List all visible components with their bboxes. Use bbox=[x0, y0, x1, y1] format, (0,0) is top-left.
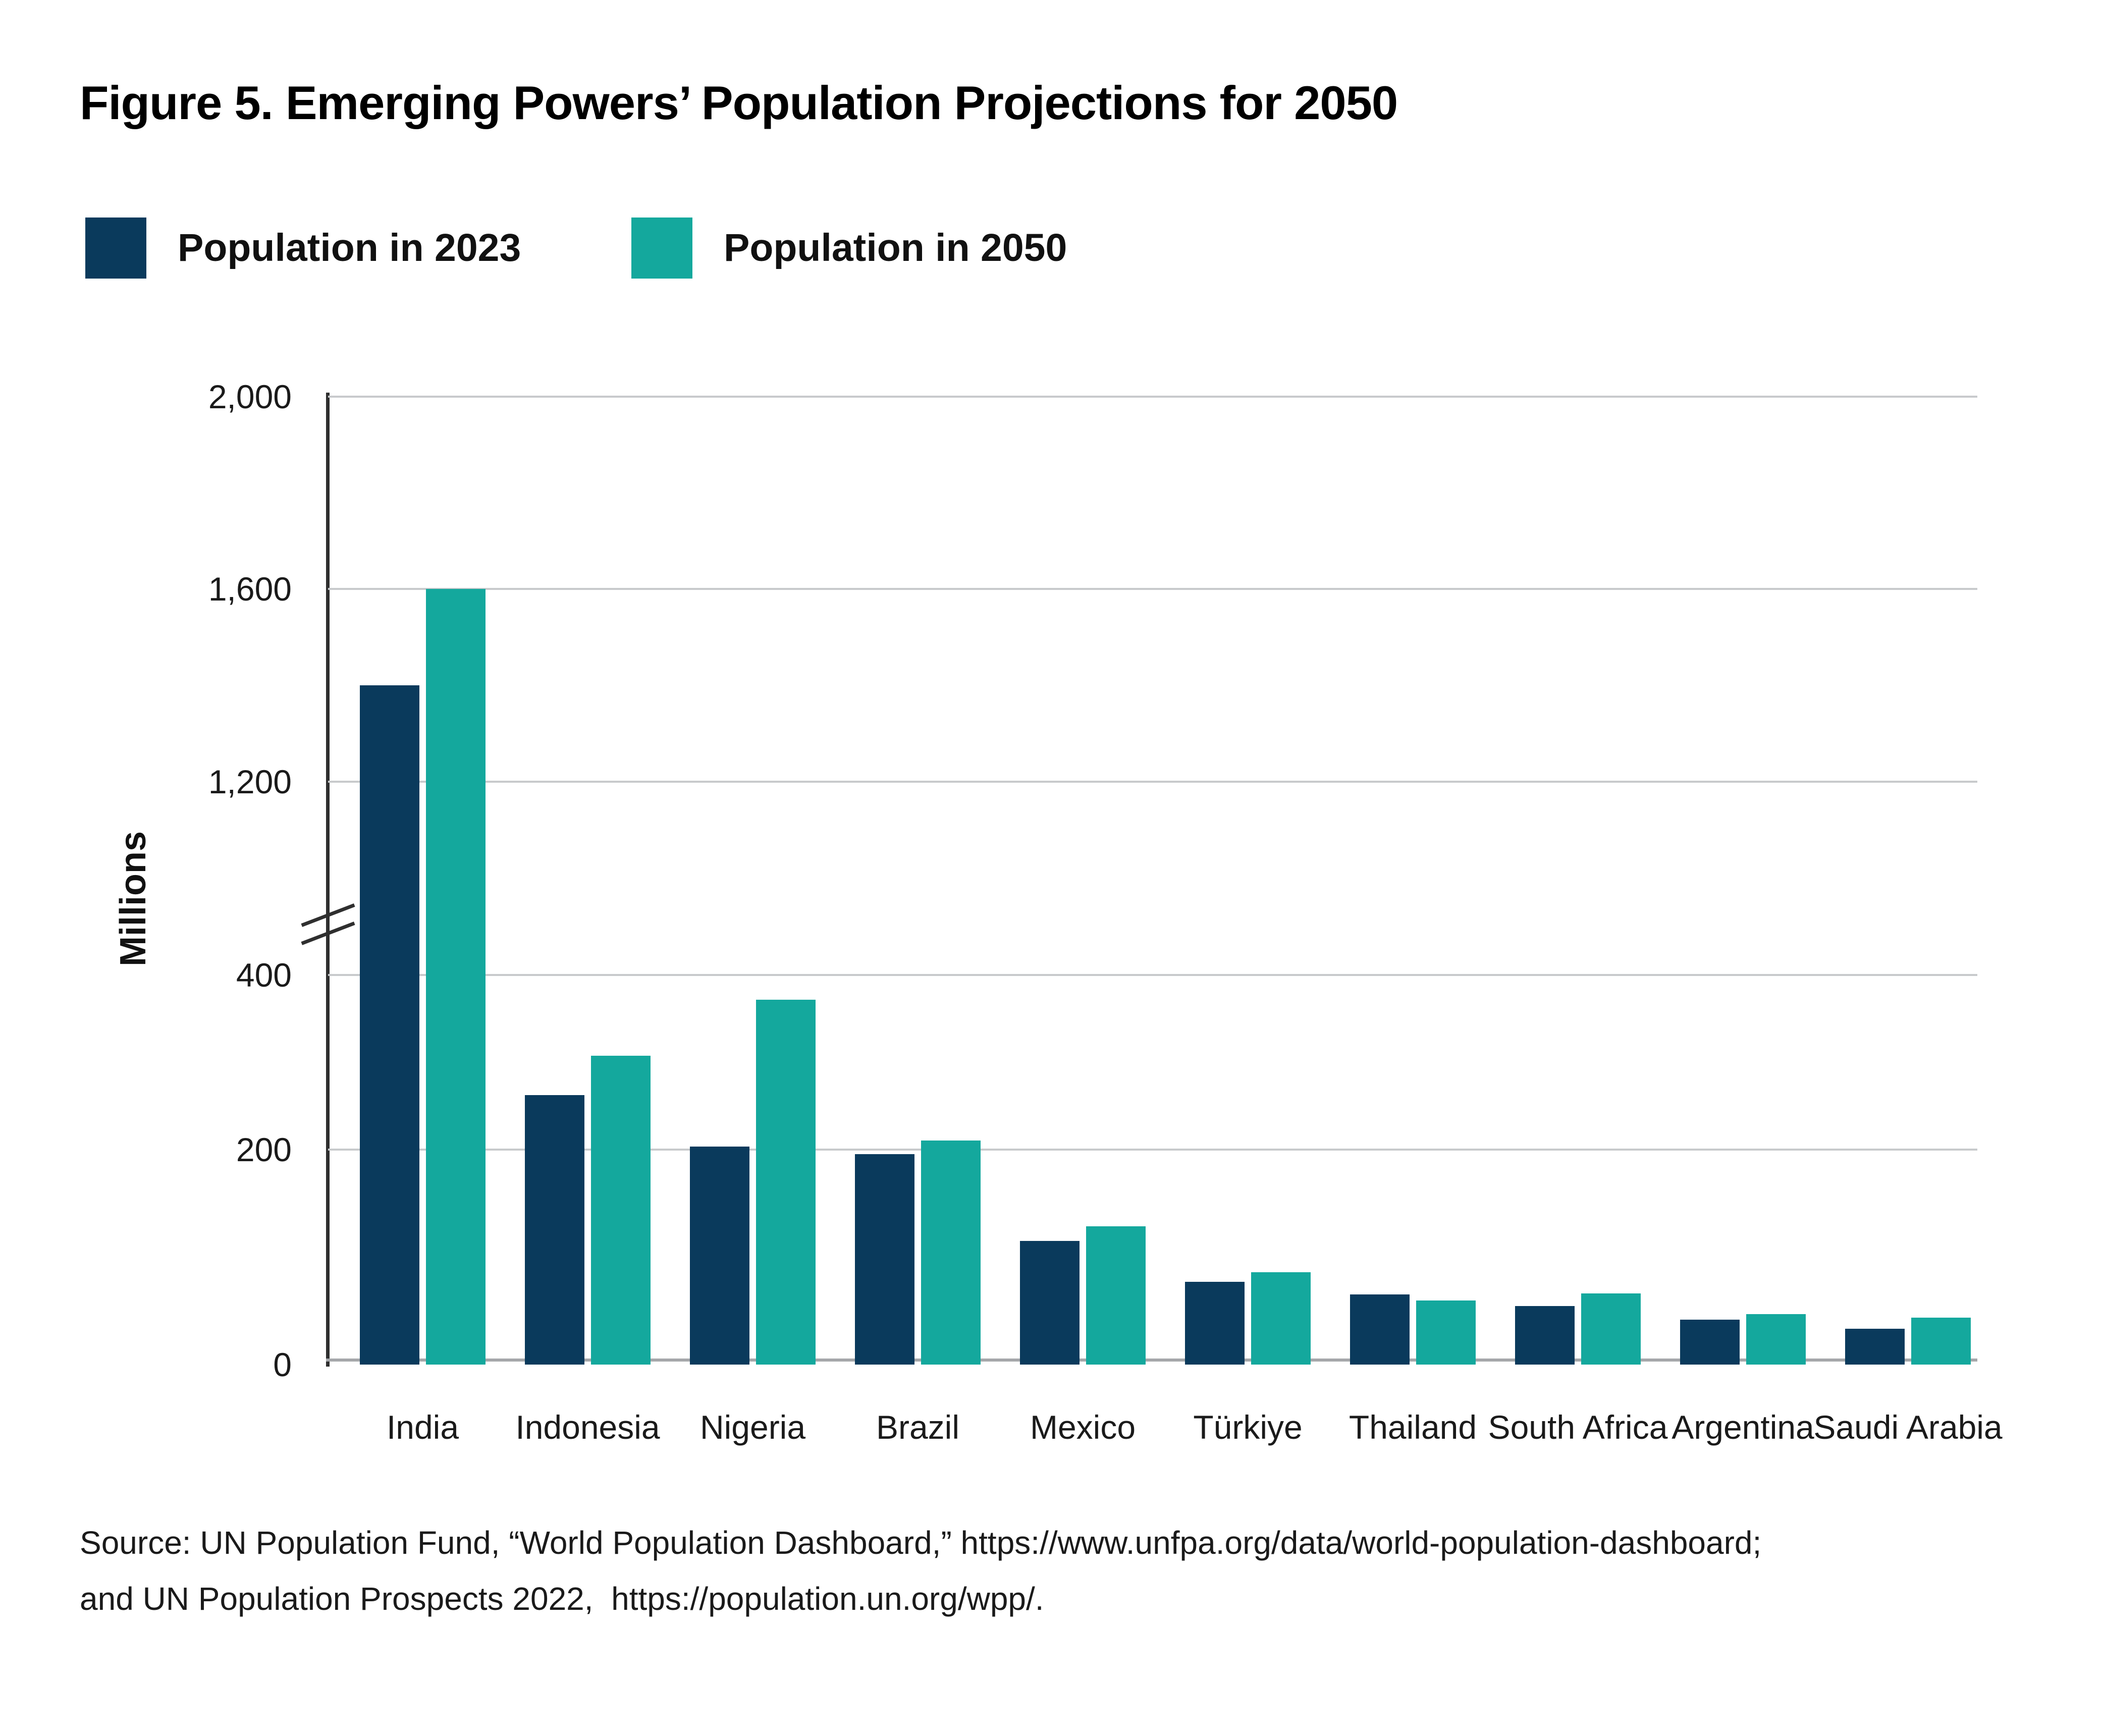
category-label-india: India bbox=[386, 1408, 459, 1446]
source-note: Source: UN Population Fund, “World Popul… bbox=[80, 1515, 1761, 1627]
bar-south-africa-2023 bbox=[1515, 1306, 1575, 1365]
bar-thailand-2050 bbox=[1416, 1300, 1476, 1365]
bar-south-africa-2050 bbox=[1581, 1293, 1641, 1365]
gridline-2000 bbox=[328, 396, 1977, 398]
gridline-200 bbox=[328, 1149, 1977, 1151]
y-axis-title: Millions bbox=[113, 831, 153, 966]
bar-indonesia-2023 bbox=[525, 1095, 584, 1365]
source-line-1: Source: UN Population Fund, “World Popul… bbox=[80, 1525, 1762, 1561]
y-axis-line bbox=[326, 393, 330, 1367]
bar-brazil-2023 bbox=[855, 1154, 914, 1365]
category-label-south-africa: South Africa bbox=[1488, 1408, 1668, 1446]
bar-mexico-2050 bbox=[1086, 1226, 1146, 1365]
gridline-400 bbox=[328, 974, 1977, 976]
category-label-turkiye: Türkiye bbox=[1193, 1408, 1303, 1446]
bar-mexico-2023 bbox=[1020, 1241, 1080, 1365]
bar-brazil-2050 bbox=[921, 1141, 981, 1365]
category-label-argentina: Argentina bbox=[1671, 1408, 1814, 1446]
y-tick-label-1200: 1,200 bbox=[208, 763, 292, 800]
category-label-mexico: Mexico bbox=[1030, 1408, 1136, 1446]
bar-india-2023 bbox=[360, 685, 419, 1365]
bar-argentina-2023 bbox=[1680, 1320, 1740, 1365]
category-label-thailand: Thailand bbox=[1349, 1408, 1477, 1446]
bar-argentina-2050 bbox=[1746, 1314, 1806, 1365]
bar-thailand-2023 bbox=[1350, 1294, 1410, 1365]
category-label-brazil: Brazil bbox=[876, 1408, 960, 1446]
gridline-1600 bbox=[328, 587, 1977, 590]
legend-swatch-2050 bbox=[631, 218, 692, 279]
gridline-layer bbox=[328, 396, 1977, 1365]
plot-area: 0 200 400 1,200 1,600 2,000 India Indonesia Nig… bbox=[208, 378, 2003, 1446]
category-label-layer: India Indonesia Nigeria Brazil Mexico Türkiye… bbox=[328, 397, 2003, 1446]
y-tick-label-0: 0 bbox=[273, 1346, 292, 1383]
source-line-2: and UN Population Prospects 2022, https:… bbox=[80, 1581, 1044, 1617]
category-label-saudi-arabia: Saudi Arabia bbox=[1813, 1408, 2003, 1446]
legend-swatch-2023 bbox=[85, 218, 146, 279]
bar-saudi-arabia-2050 bbox=[1911, 1318, 1971, 1365]
bar-nigeria-2050 bbox=[756, 1000, 816, 1365]
y-tick-label-400: 400 bbox=[236, 956, 292, 994]
category-label-indonesia: Indonesia bbox=[515, 1408, 660, 1446]
figure-title: Figure 5. Emerging Powers’ Population Pr… bbox=[80, 76, 1398, 129]
y-tick-label-1600: 1,600 bbox=[208, 570, 292, 608]
bar-turkiye-2050 bbox=[1251, 1272, 1311, 1365]
bar-saudi-arabia-2023 bbox=[1845, 1329, 1905, 1365]
legend-label-2050: Population in 2050 bbox=[724, 226, 1067, 269]
x-axis-baseline bbox=[326, 1359, 1977, 1362]
y-tick-label-layer: 0 200 400 1,200 1,600 2,000 bbox=[208, 378, 1977, 1383]
bar-layer bbox=[328, 397, 1977, 1365]
legend-label-2023: Population in 2023 bbox=[178, 226, 521, 269]
bar-indonesia-2050 bbox=[591, 1056, 651, 1365]
y-tick-label-2000: 2,000 bbox=[208, 378, 292, 415]
category-label-nigeria: Nigeria bbox=[699, 1408, 806, 1446]
bar-india-2050 bbox=[426, 589, 486, 1365]
bar-turkiye-2023 bbox=[1185, 1282, 1245, 1365]
gridline-1200 bbox=[328, 780, 1977, 783]
y-tick-label-200: 200 bbox=[236, 1131, 292, 1168]
bar-nigeria-2023 bbox=[690, 1147, 749, 1365]
